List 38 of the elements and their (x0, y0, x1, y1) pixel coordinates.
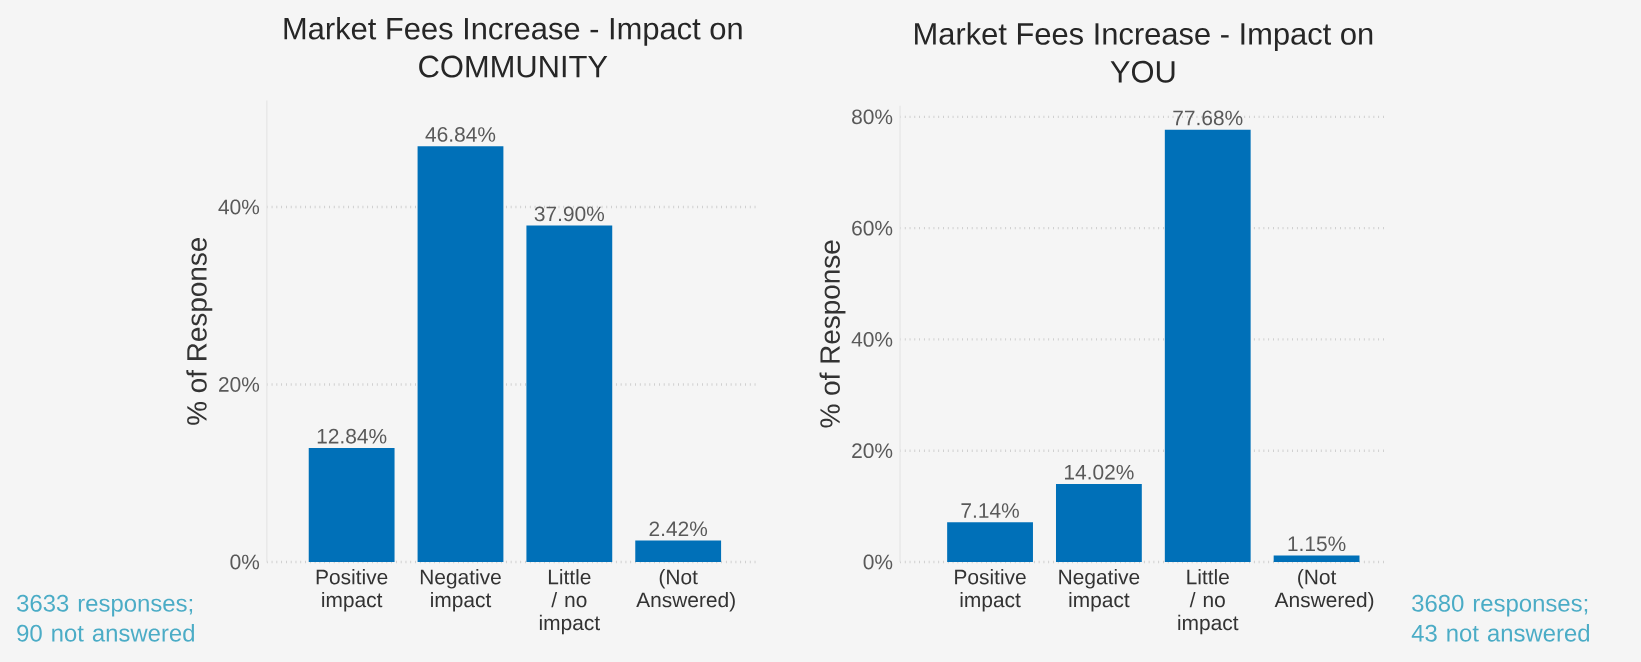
bar (417, 146, 504, 562)
bar (635, 540, 722, 562)
bar (1164, 129, 1251, 562)
y-tick-label: 20% (852, 443, 893, 458)
y-axis-title: % of Response (819, 240, 846, 428)
chart-title: Market Fees Increase - Impact on COMMUNITY (284, 16, 742, 78)
bar (526, 225, 613, 562)
data-label: 7.14% (961, 503, 1019, 518)
chart-title: Market Fees Increase - Impact on YOU (915, 21, 1373, 83)
y-tick-label: 0% (230, 554, 260, 570)
text: 3680 responses; 43 not answered (1411, 594, 1590, 642)
bar (1055, 483, 1142, 562)
bar (947, 522, 1033, 562)
y-tick-label: 80% (852, 109, 893, 125)
bar (1273, 555, 1360, 562)
data-label: 1.15% (1288, 536, 1346, 551)
y-tick-label: 20% (219, 376, 260, 392)
x-tick-label: (Not Answered) (636, 568, 735, 612)
data-label: 77.68% (1173, 110, 1243, 126)
x-tick-label: Little / no impact (1178, 568, 1239, 635)
data-label: 14.02% (1065, 464, 1134, 480)
y-tick-label: 40% (851, 331, 893, 347)
y-tick-label: 60% (852, 220, 893, 236)
y-tick-label: 0% (863, 554, 893, 570)
data-label: 37.90% (534, 206, 605, 221)
x-tick-label: Negative impact (1059, 568, 1140, 612)
y-tick-label: 40% (218, 199, 260, 215)
x-tick-label: Little / no impact (539, 568, 600, 635)
data-label: 2.42% (649, 521, 708, 536)
x-tick-label: Negative impact (420, 568, 501, 612)
y-axis-title: % of Response (186, 237, 213, 425)
data-label: 46.84% (425, 126, 496, 142)
bar (308, 447, 395, 562)
data-label: 12.84% (317, 428, 387, 444)
x-tick-label: Positive impact (316, 568, 388, 612)
x-tick-label: (Not Answered) (1274, 568, 1374, 612)
text: 3633 responses; 90 not answered (17, 594, 194, 642)
x-tick-label: Positive impact (955, 568, 1026, 612)
